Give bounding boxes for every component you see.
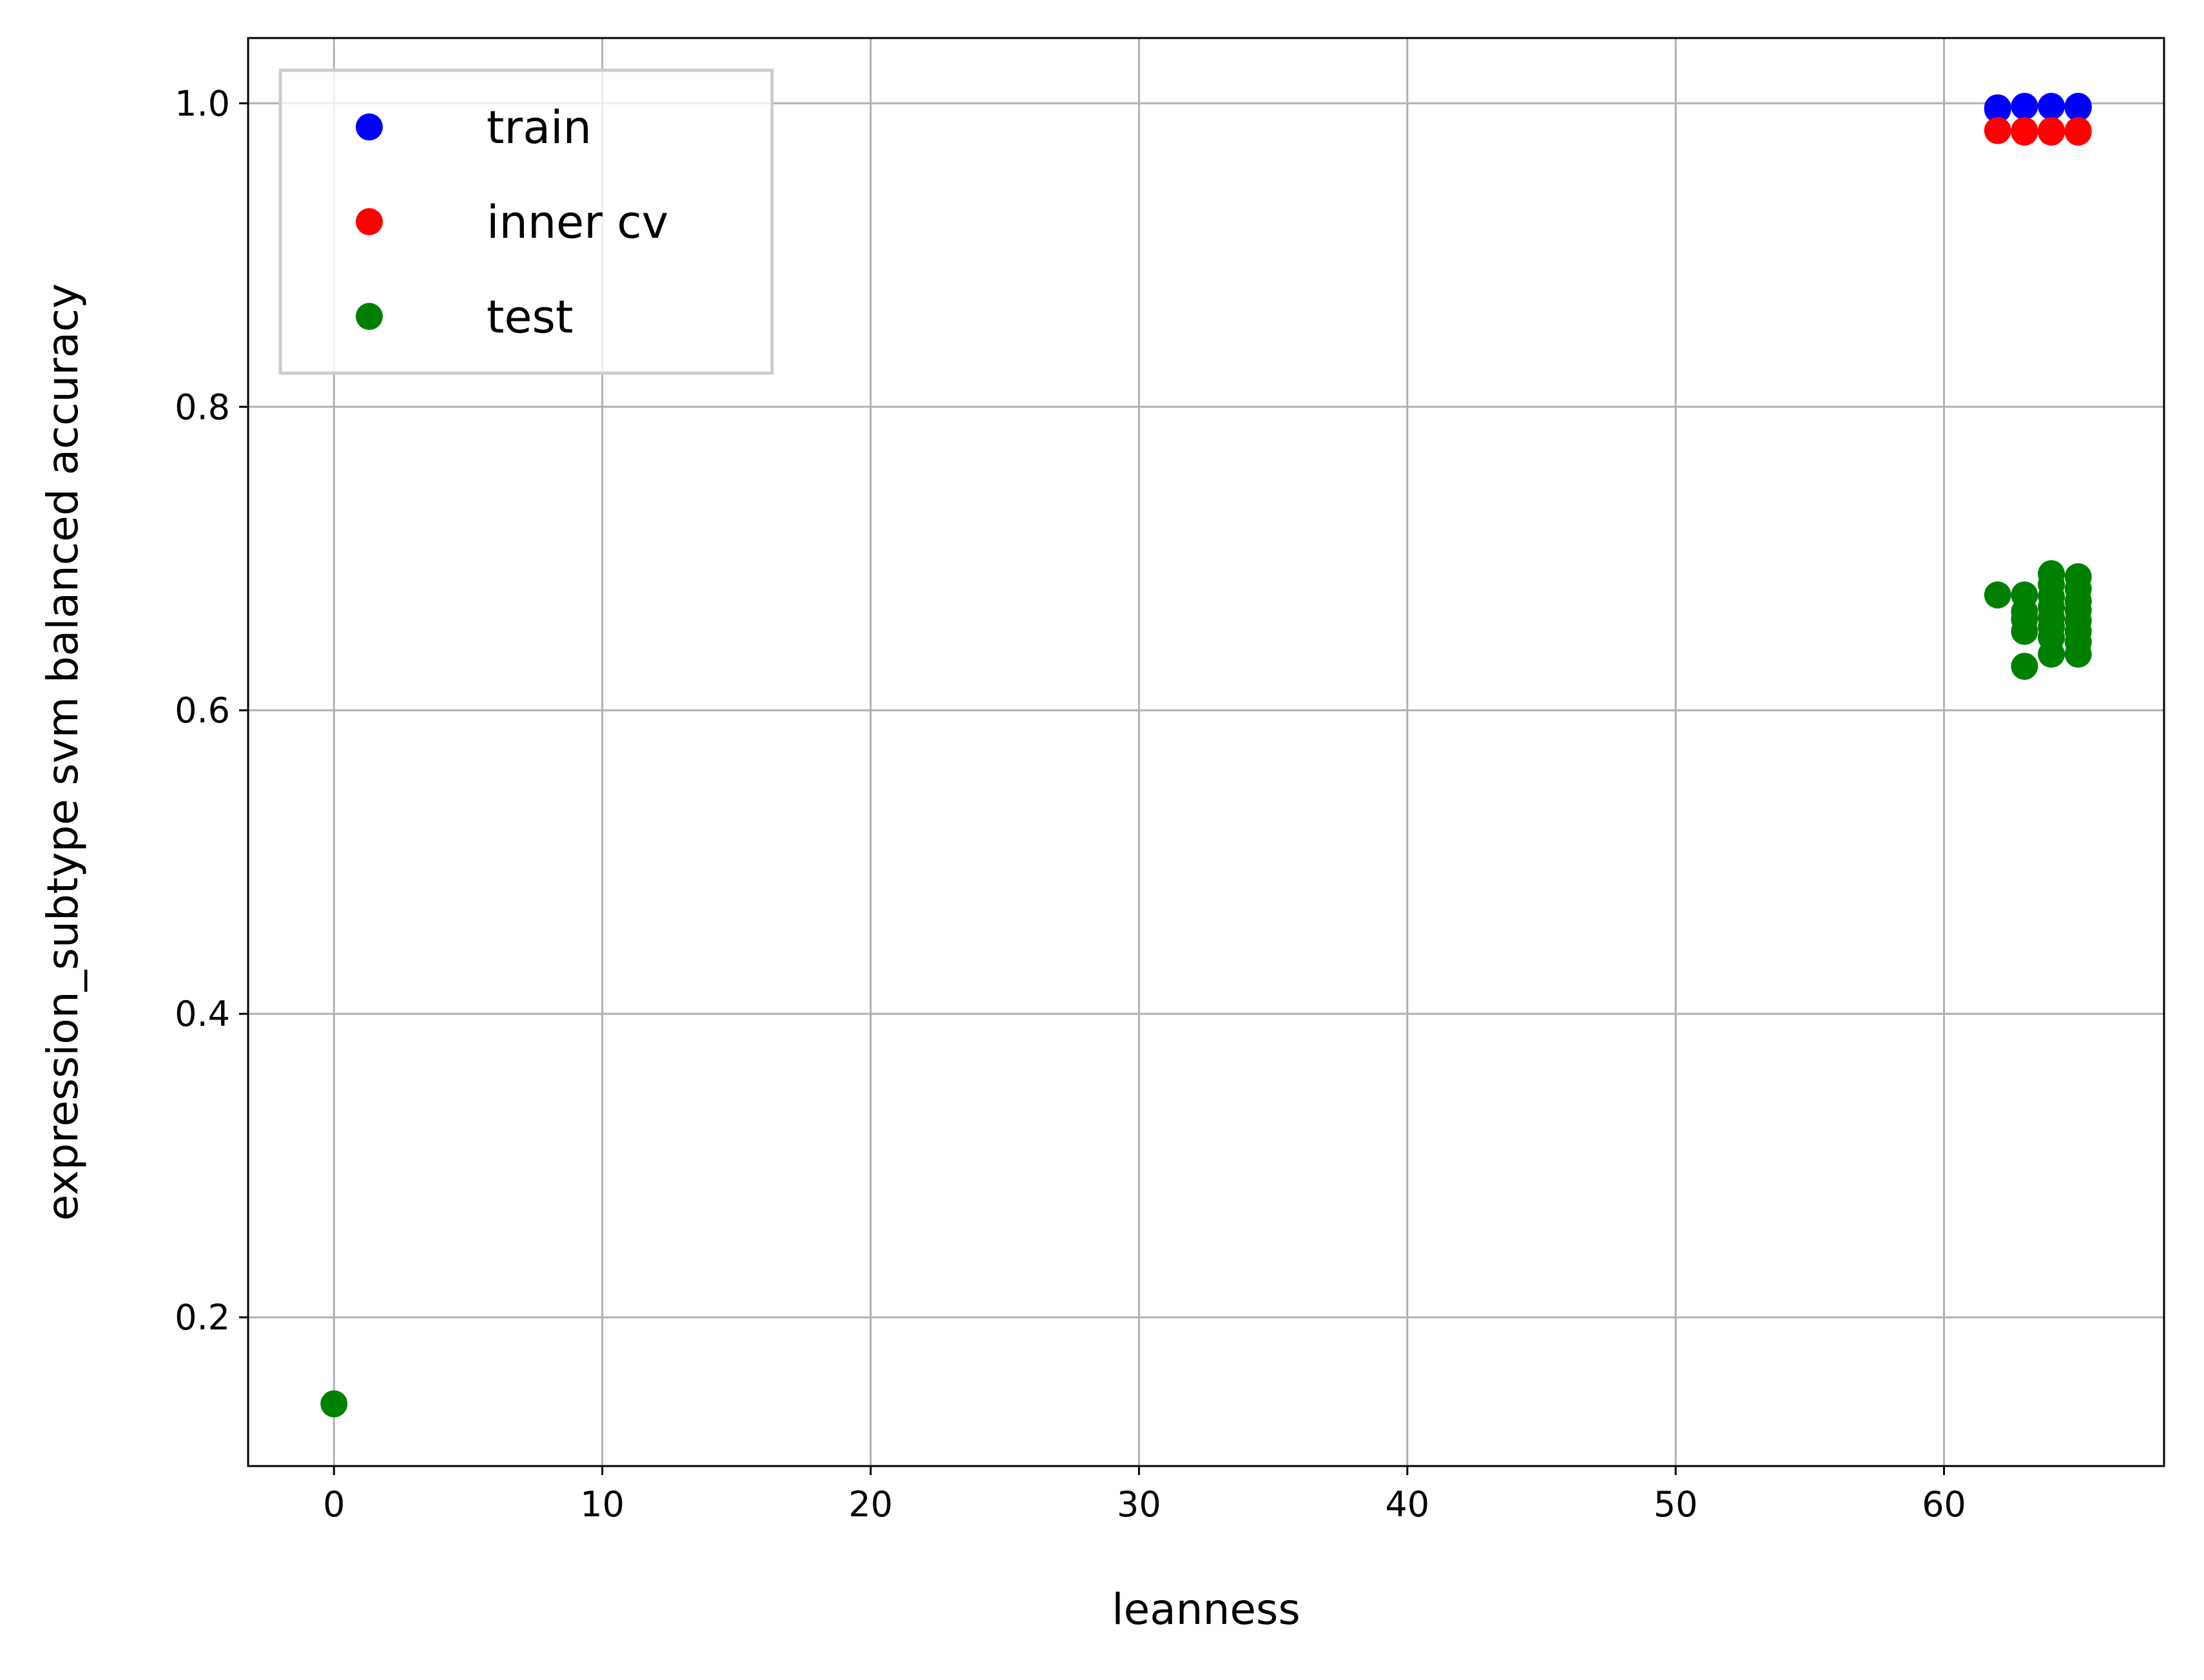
data-points [320, 92, 2092, 1418]
point-train [2064, 94, 2092, 122]
point-test [2011, 652, 2038, 680]
legend-marker-inner-cv [356, 208, 383, 235]
plot-frame [247, 37, 2165, 1467]
axis-ticks: 0 10 20 30 40 50 60 0.2 0.4 0.6 0.8 1.0 [175, 83, 1966, 1525]
series-train [1984, 92, 2092, 123]
legend: train inner cv test [278, 68, 774, 375]
point-inner-cv [1984, 117, 2011, 144]
x-axis-label: leanness [1112, 1585, 1300, 1634]
series-inner-cv [1984, 117, 2092, 146]
point-test [320, 1390, 348, 1418]
x-tick-label: 10 [580, 1484, 624, 1525]
grid [248, 38, 2164, 1466]
x-tick-label: 40 [1385, 1484, 1429, 1525]
legend-marker-train [356, 113, 383, 140]
legend-label-inner-cv: inner cv [487, 196, 668, 249]
point-train [2011, 92, 2038, 120]
y-tick-label: 0.4 [175, 994, 230, 1034]
y-tick-label: 1.0 [175, 83, 230, 124]
point-train [2038, 92, 2065, 120]
x-tick-label: 60 [1922, 1484, 1966, 1525]
legend-label-test: test [487, 291, 573, 343]
x-tick-label: 50 [1654, 1484, 1698, 1525]
y-tick-label: 0.8 [175, 387, 230, 427]
point-inner-cv [2011, 119, 2038, 146]
point-test [2064, 641, 2092, 668]
legend-label-train: train [487, 101, 592, 154]
point-test [1984, 581, 2011, 609]
legend-marker-test [356, 303, 383, 330]
x-tick-label: 30 [1117, 1484, 1161, 1525]
y-axis-label: expression_subtype svm balanced accuracy [38, 284, 88, 1221]
series-test [320, 560, 2092, 1418]
point-test [2011, 617, 2038, 645]
point-test [2038, 641, 2065, 668]
point-train [1984, 95, 2011, 123]
x-tick-label: 20 [849, 1484, 893, 1525]
point-inner-cv [2038, 119, 2065, 146]
y-tick-label: 0.2 [175, 1297, 230, 1338]
y-tick-label: 0.6 [175, 690, 230, 731]
x-tick-label: 0 [323, 1484, 345, 1525]
point-inner-cv [2064, 119, 2092, 146]
